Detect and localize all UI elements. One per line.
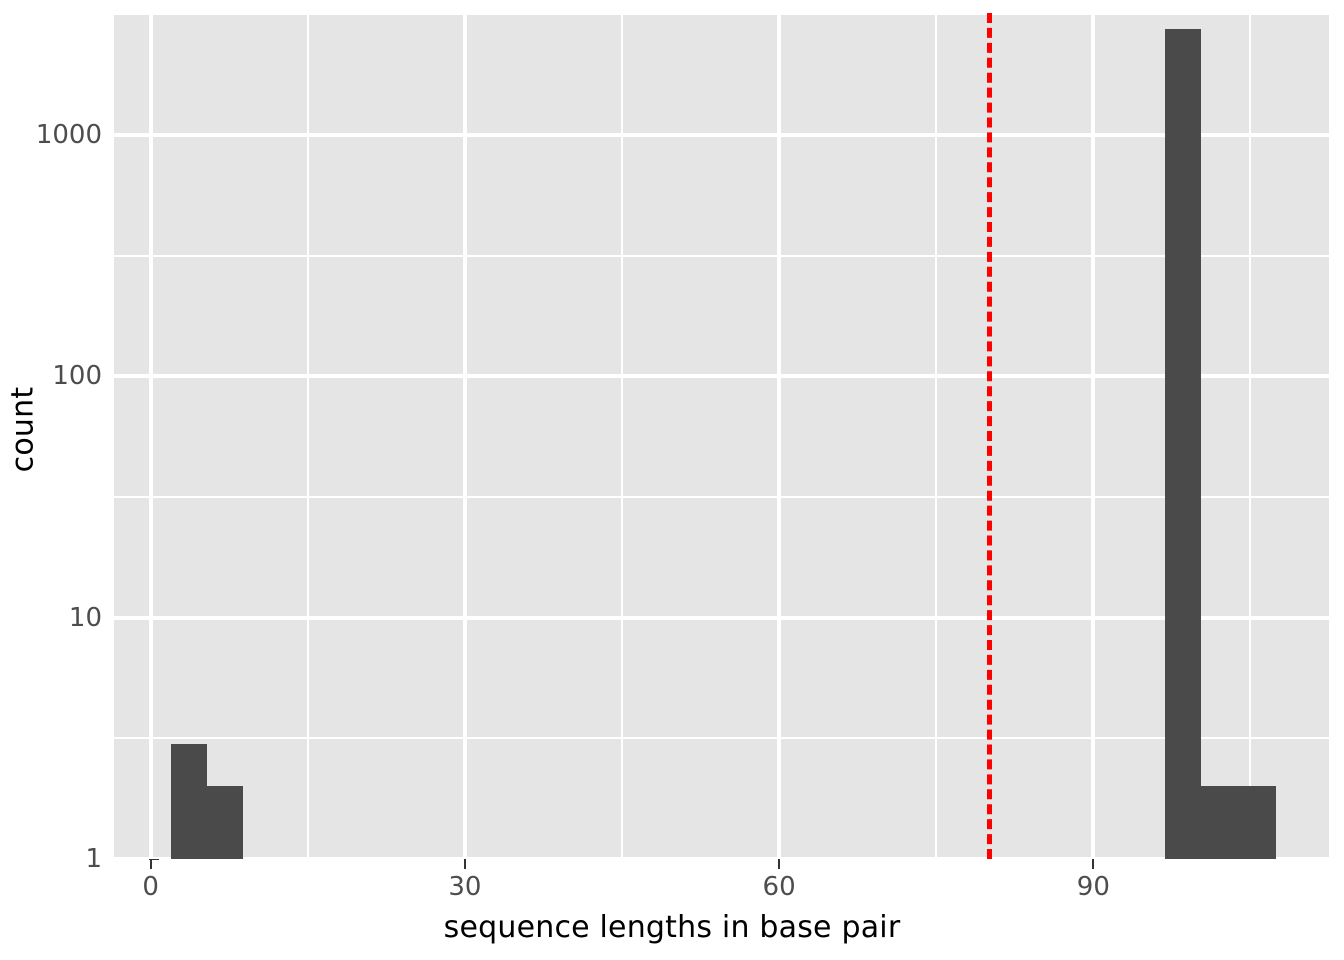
- gridline-minor-horizontal: [114, 13, 1329, 16]
- y-axis-tick-label: 100: [52, 361, 102, 392]
- gridline-minor-horizontal: [114, 737, 1329, 740]
- gridline-minor-vertical: [935, 13, 938, 859]
- x-axis-tick-mark: [1092, 859, 1095, 869]
- gridline-minor-horizontal: [114, 495, 1329, 498]
- y-axis-tick-label: 10: [68, 602, 102, 633]
- x-axis-tick-label: 0: [142, 872, 159, 902]
- gridline-major-vertical: [1091, 13, 1096, 859]
- gridline-major-horizontal: [114, 857, 1329, 859]
- x-axis-ticks: [114, 859, 1329, 871]
- plot-panel: [114, 13, 1329, 859]
- y-axis-title-label: count: [5, 386, 41, 473]
- gridline-major-horizontal: [114, 374, 1329, 379]
- histogram-bar: [1201, 786, 1276, 859]
- gridline-minor-vertical: [306, 13, 309, 859]
- x-axis-labels: 0 30 60 90: [114, 872, 1329, 908]
- gridline-minor-vertical: [1249, 13, 1252, 859]
- gridline-major-vertical: [148, 13, 153, 859]
- threshold-line-vline: [986, 13, 992, 859]
- gridline-minor-horizontal: [114, 254, 1329, 257]
- x-axis-tick-mark: [463, 859, 466, 869]
- gridline-major-horizontal: [114, 615, 1329, 620]
- histogram-bar: [170, 743, 208, 859]
- y-axis-tick-label: 1000: [35, 119, 102, 150]
- x-axis-tick-label: 90: [1076, 872, 1110, 902]
- y-axis-tick-mark: [149, 858, 159, 860]
- y-axis-labels: 1 10 100 1000: [36, 0, 159, 960]
- gridline-minor-vertical: [620, 13, 623, 859]
- gridline-major-horizontal: [114, 132, 1329, 137]
- histogram-bar: [207, 786, 243, 859]
- x-axis-tick-mark: [778, 859, 781, 869]
- y-axis-tick-label: 1: [85, 844, 102, 874]
- histogram-bar: [1164, 29, 1202, 859]
- x-axis-title: sequence lengths in base pair: [443, 910, 901, 945]
- gridline-major-vertical: [462, 13, 467, 859]
- x-axis-tick-label: 60: [762, 872, 796, 902]
- x-axis-tick-mark: [149, 859, 152, 869]
- gridline-major-vertical: [777, 13, 782, 859]
- x-axis-tick-label: 30: [448, 872, 482, 902]
